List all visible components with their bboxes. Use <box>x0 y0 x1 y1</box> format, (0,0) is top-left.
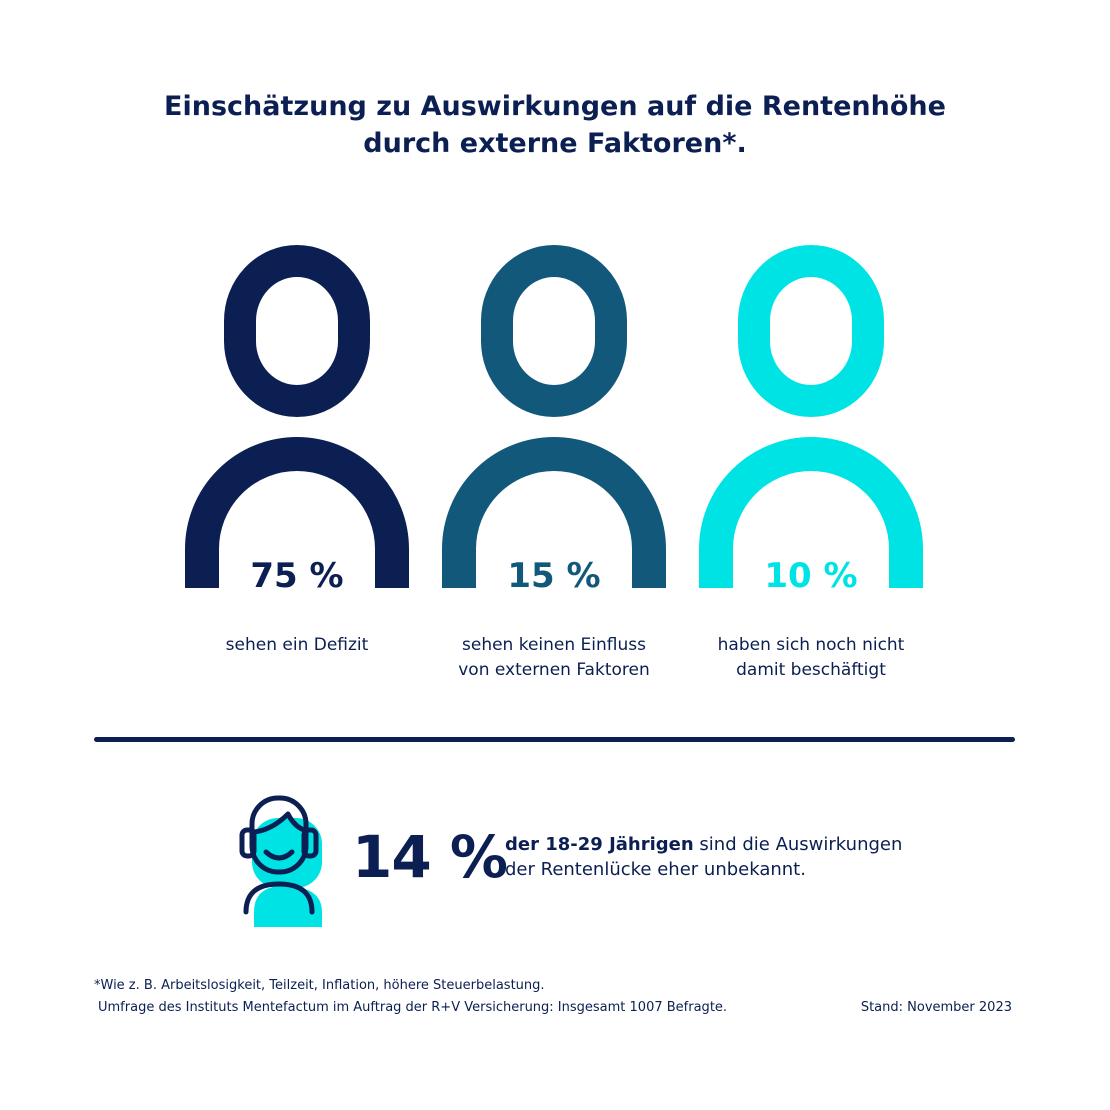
caption-3: haben sich noch nicht damit beschäftigt <box>671 633 951 683</box>
icon-body-outline <box>243 881 315 915</box>
person-head-2 <box>481 245 627 417</box>
caption-1-line-1: sehen ein Defizit <box>225 635 369 655</box>
section-divider <box>94 737 1015 742</box>
person-body-2 <box>442 437 666 588</box>
icon-accent-body <box>254 886 322 927</box>
chart-title-line-2: durch externe Faktoren*. <box>363 128 747 159</box>
caption-2: sehen keinen Einfluss von externen Faktor… <box>414 633 694 683</box>
icon-smile <box>263 849 295 861</box>
value-label-3: 10 % <box>764 556 857 596</box>
value-label-1: 75 % <box>250 556 343 596</box>
chart-title: Einschätzung zu Auswirkungen auf die Ren… <box>0 88 1110 162</box>
caption-3-line-1: haben sich noch nicht <box>717 635 905 655</box>
footnote: *Wie z. B. Arbeitslosigkeit, Teilzeit, I… <box>94 975 727 1019</box>
person-body-1 <box>185 437 409 588</box>
icon-hair <box>251 811 307 835</box>
person-figure-2: 15 % <box>442 245 666 596</box>
person-figure-1: 75 % <box>185 245 409 596</box>
icon-headphone-left <box>239 827 257 859</box>
value-label-2: 15 % <box>507 556 600 596</box>
footnote-line-1: *Wie z. B. Arbeitslosigkeit, Teilzeit, I… <box>94 978 545 993</box>
caption-2-line-1: sehen keinen Einfluss <box>462 635 646 655</box>
stand-date: Stand: November 2023 <box>860 1000 1012 1015</box>
highlight-text-rest: sind die Auswirkungen <box>693 834 903 855</box>
icon-headphone-right <box>301 827 319 859</box>
highlight-text-line-2: der Rentenlücke eher unbekannt. <box>505 859 806 880</box>
caption-1: sehen ein Defizit <box>157 633 437 658</box>
highlight-text-bold: der 18-29 Jährigen <box>505 834 694 855</box>
person-head-3 <box>738 245 884 417</box>
young-person-icon <box>239 795 322 927</box>
pictogram-chart: 75 % 15 % 10 % <box>185 245 923 596</box>
highlight-percent: 14 % <box>352 823 508 891</box>
person-body-3 <box>699 437 923 588</box>
highlight-text: der 18-29 Jährigen sind die Auswirkungen… <box>505 832 902 882</box>
chart-title-line-1: Einschätzung zu Auswirkungen auf die Ren… <box>164 91 946 122</box>
person-head-1 <box>224 245 370 417</box>
caption-2-line-2: von externen Faktoren <box>458 660 650 680</box>
caption-3-line-2: damit beschäftigt <box>736 660 886 680</box>
highlight-text-line-1: der 18-29 Jährigen sind die Auswirkungen <box>505 832 902 857</box>
person-figure-3: 10 % <box>699 245 923 596</box>
footnote-line-2: Umfrage des Instituts Mentefactum im Auf… <box>98 1000 728 1015</box>
